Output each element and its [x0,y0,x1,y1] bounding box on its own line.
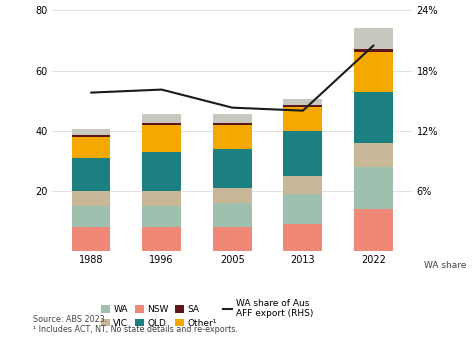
Legend: WA, VIC, NSW, QLD, SA, Other¹, WA share of Aus
AFF export (RHS): WA, VIC, NSW, QLD, SA, Other¹, WA share … [100,299,313,328]
Bar [72,129,110,135]
Text: WA share: WA share [424,261,466,270]
Bar [142,191,181,206]
Bar [213,227,252,251]
Bar [142,125,181,152]
Bar [283,176,322,194]
Bar [283,194,322,224]
Bar [142,227,181,251]
Bar [283,224,322,251]
Bar [213,188,252,203]
Bar [213,203,252,227]
Text: Source: ABS 2023.: Source: ABS 2023. [33,315,108,324]
Bar [72,191,110,206]
Bar [354,143,393,167]
Bar [142,114,181,123]
Bar [142,152,181,191]
Bar [142,123,181,125]
Bar [354,50,393,52]
Bar [354,167,393,209]
Bar [354,29,393,50]
Bar [283,107,322,131]
Bar [72,158,110,191]
Text: ¹ Includes ACT, NT, No state details and re-exports.: ¹ Includes ACT, NT, No state details and… [33,325,238,334]
Bar [213,125,252,149]
Bar [213,149,252,188]
Bar [213,114,252,123]
Bar [72,206,110,227]
Bar [142,206,181,227]
Bar [213,123,252,125]
Bar [354,209,393,251]
Bar [354,92,393,143]
Bar [283,105,322,107]
Bar [72,135,110,137]
Bar [354,52,393,92]
Bar [283,99,322,105]
Bar [72,227,110,251]
Bar [283,131,322,176]
Bar [72,137,110,158]
